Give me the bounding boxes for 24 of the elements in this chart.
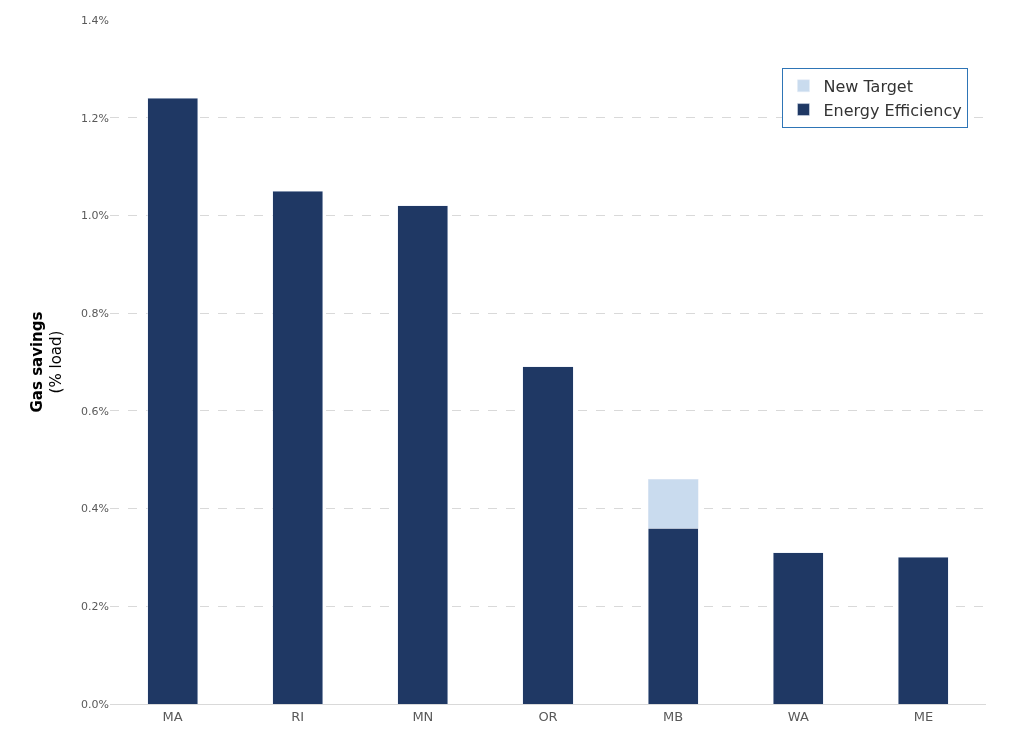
x-tick-label: MB bbox=[663, 708, 684, 724]
bar bbox=[272, 190, 323, 704]
x-tick-label: MA bbox=[162, 708, 183, 724]
bar bbox=[147, 97, 198, 704]
legend-label: New Target bbox=[823, 77, 913, 97]
y-tick-label: 0.0% bbox=[81, 697, 109, 711]
y-tick-label: 1.2% bbox=[81, 111, 109, 125]
legend-label: Energy Efficiency bbox=[823, 100, 962, 120]
x-tick-label: ME bbox=[913, 708, 934, 724]
x-tick-label: OR bbox=[538, 708, 558, 724]
y-tick-label: 0.2% bbox=[81, 600, 109, 614]
bar bbox=[773, 552, 824, 704]
y-tick-label: 0.8% bbox=[81, 306, 109, 320]
y-axis-title: Gas savings (% load) bbox=[27, 311, 66, 413]
y-tick-label: 0.4% bbox=[81, 502, 109, 516]
y-tick-label: 1.4% bbox=[81, 13, 109, 27]
x-tick-label: WA bbox=[787, 708, 809, 724]
y-tick-label: 1.0% bbox=[81, 209, 109, 223]
bar bbox=[522, 366, 574, 704]
bar bbox=[397, 205, 449, 704]
x-tick-label: RI bbox=[291, 708, 305, 724]
bar bbox=[898, 557, 949, 704]
x-tick-label: MN bbox=[412, 708, 434, 724]
y-tick-label: 0.6% bbox=[81, 404, 109, 418]
